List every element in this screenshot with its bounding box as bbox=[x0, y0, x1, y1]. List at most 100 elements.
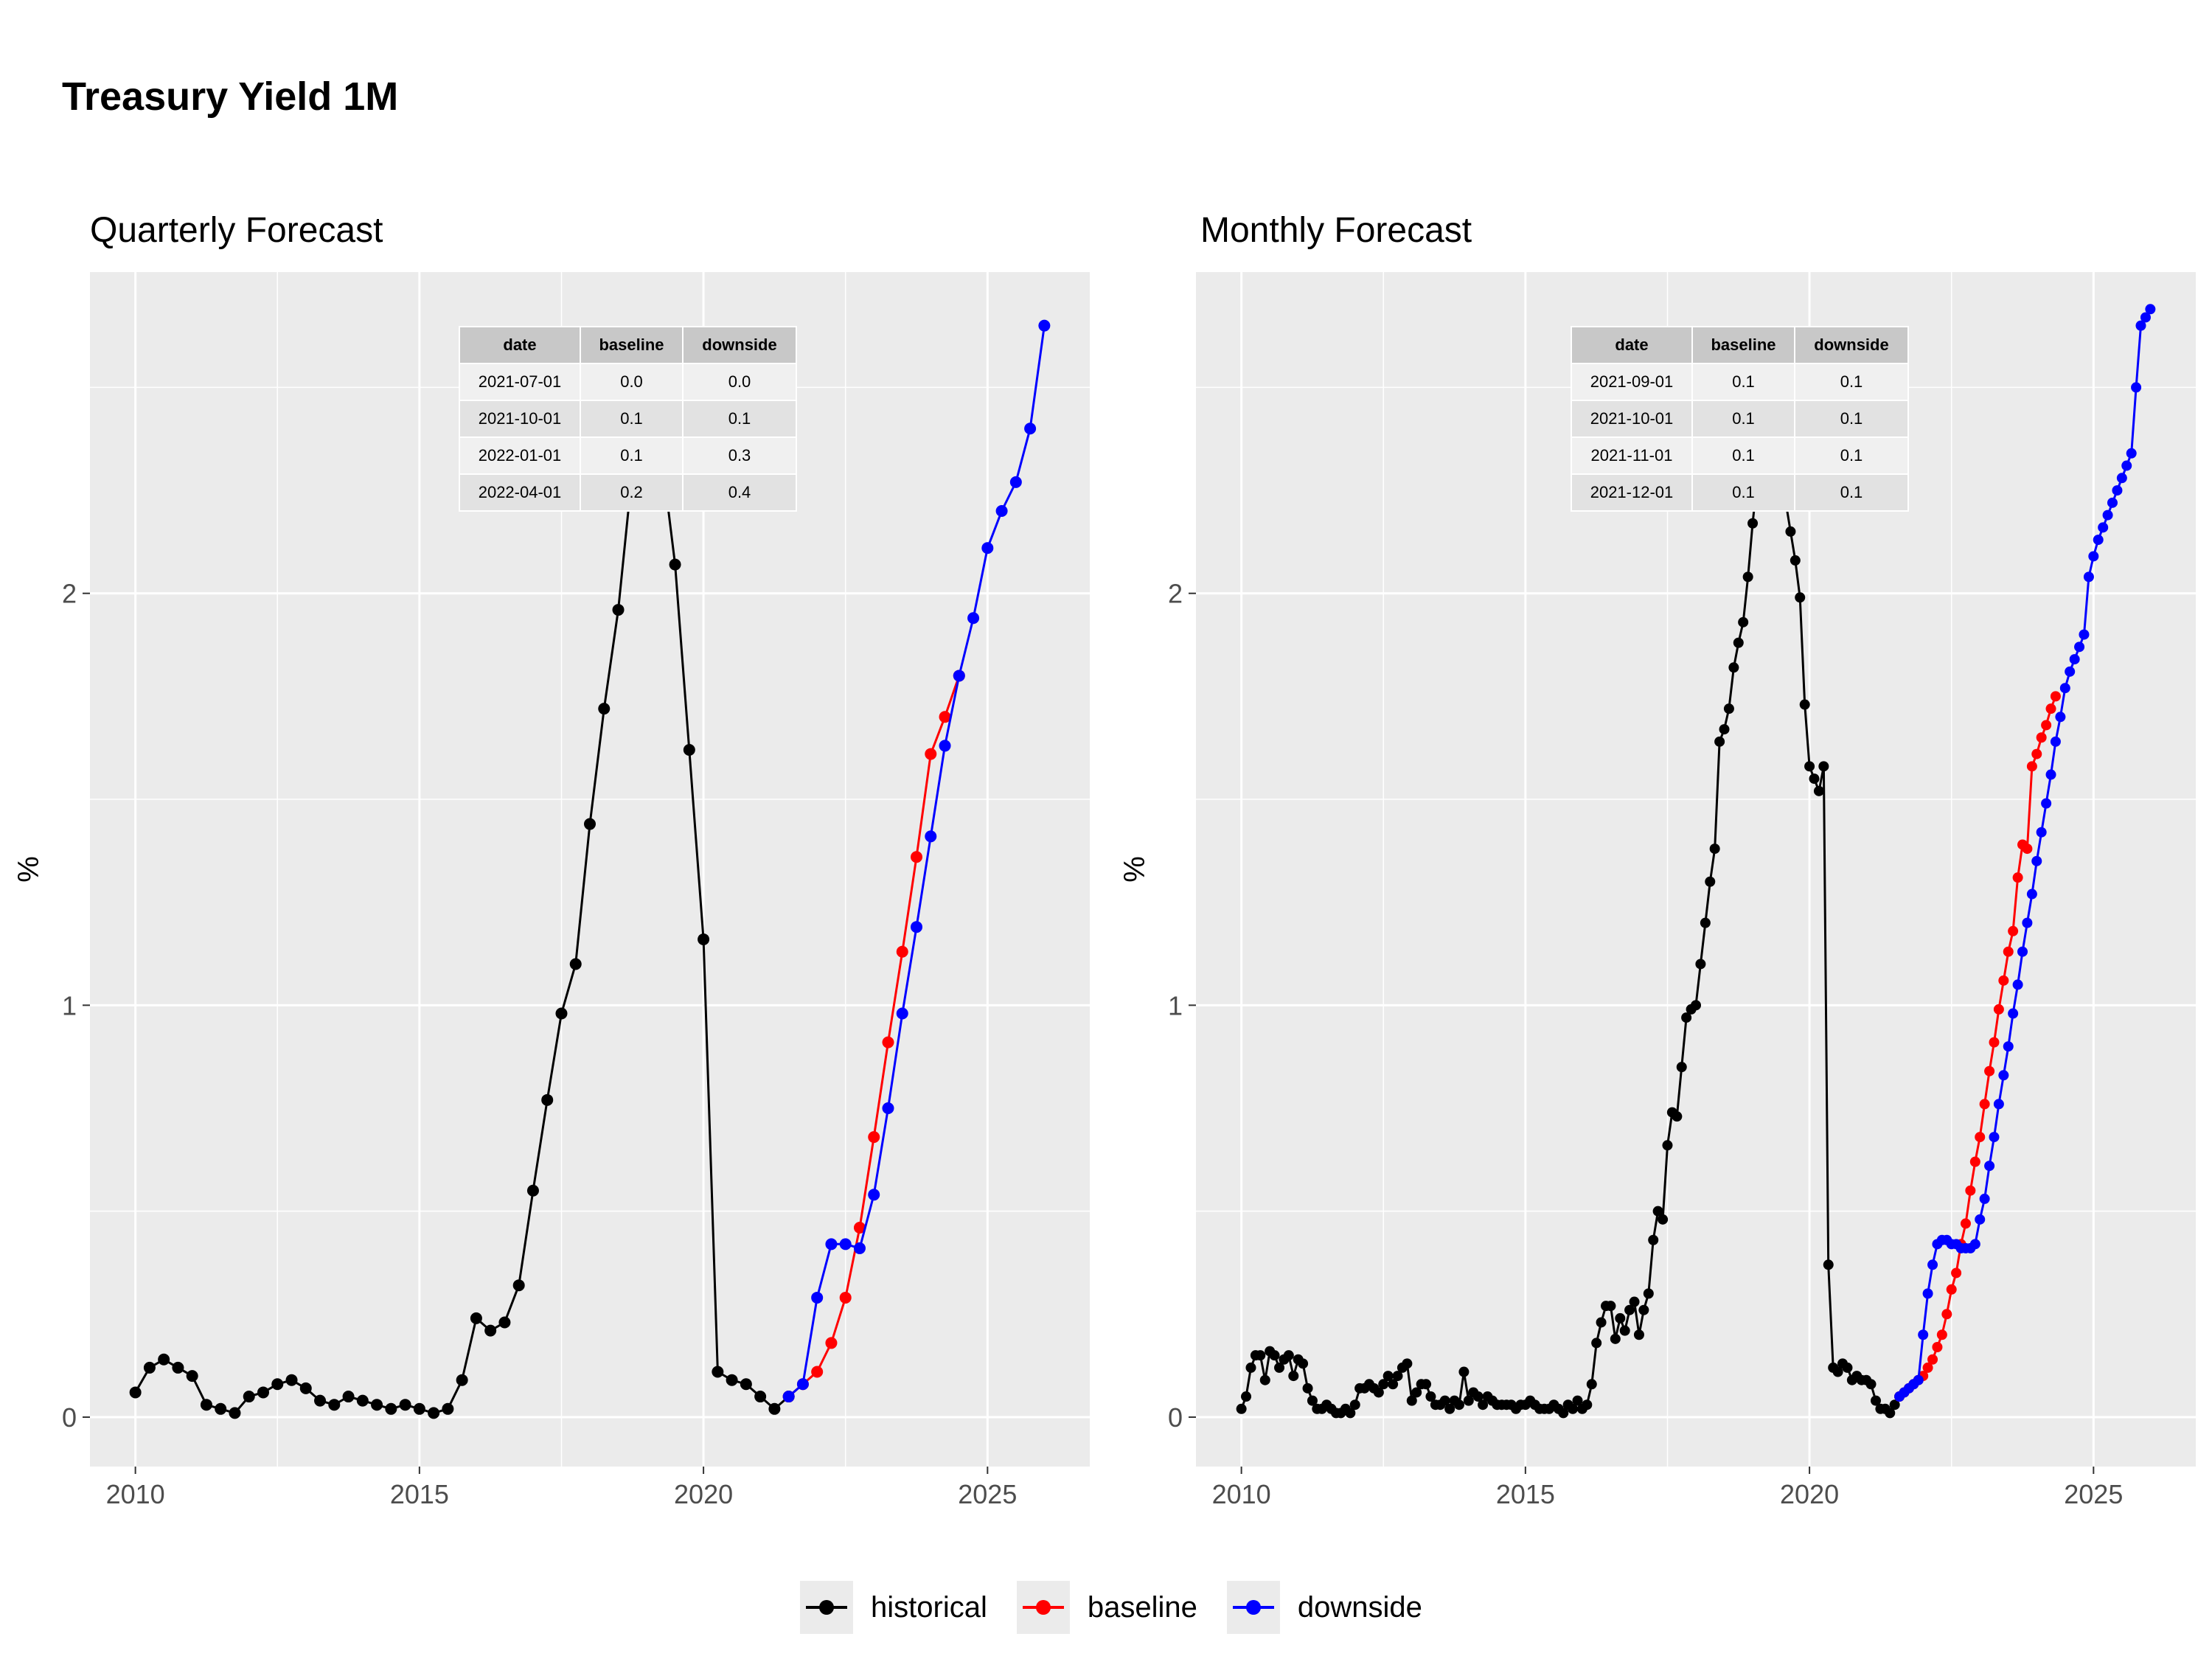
table-cell: 0.1 bbox=[1691, 437, 1795, 475]
data-point-baseline bbox=[1993, 1004, 2004, 1015]
data-point-downside bbox=[1038, 319, 1051, 332]
data-point-downside bbox=[2026, 888, 2037, 900]
data-point-historical bbox=[1747, 518, 1759, 529]
data-point-baseline bbox=[1960, 1218, 1971, 1229]
table-cell: 0.1 bbox=[1794, 437, 1909, 475]
data-point-historical bbox=[512, 1279, 525, 1292]
data-point-historical bbox=[1714, 736, 1725, 747]
table-cell: 2021-07-01 bbox=[459, 363, 581, 401]
data-point-historical bbox=[1809, 773, 1820, 785]
data-point-historical bbox=[1378, 1379, 1389, 1390]
x-tick-label: 2010 bbox=[1212, 1479, 1271, 1509]
table-cell: 2022-01-01 bbox=[459, 437, 581, 475]
data-point-historical bbox=[484, 1324, 497, 1337]
data-point-historical bbox=[1373, 1387, 1384, 1398]
data-point-downside bbox=[2145, 304, 2156, 315]
data-point-baseline bbox=[2022, 844, 2033, 855]
data-point-historical bbox=[470, 1312, 482, 1324]
legend-label: baseline bbox=[1087, 1590, 1197, 1624]
data-point-baseline bbox=[1951, 1267, 1962, 1279]
data-point-historical bbox=[428, 1407, 440, 1419]
data-point-historical bbox=[1624, 1304, 1635, 1315]
table-row: 2021-10-01 0.1 0.1 bbox=[459, 400, 797, 438]
data-point-historical bbox=[299, 1382, 312, 1394]
legend-item-baseline: baseline bbox=[1016, 1581, 1197, 1634]
data-point-historical bbox=[143, 1361, 156, 1374]
data-point-downside bbox=[882, 1102, 894, 1114]
data-point-downside bbox=[1975, 1214, 1986, 1225]
data-point-baseline bbox=[2008, 925, 2019, 936]
data-point-baseline bbox=[1989, 1037, 2000, 1048]
data-point-historical bbox=[271, 1378, 284, 1391]
data-point-historical bbox=[1700, 917, 1711, 928]
data-point-downside bbox=[967, 612, 980, 625]
data-point-historical bbox=[1241, 1391, 1252, 1402]
y-tick-label: 2 bbox=[1168, 579, 1183, 609]
table-row: 2022-04-01 0.2 0.4 bbox=[459, 473, 797, 512]
data-point-baseline bbox=[2045, 703, 2056, 714]
data-point-baseline bbox=[911, 851, 923, 863]
data-point-historical bbox=[1568, 1403, 1579, 1414]
data-point-downside bbox=[1993, 1099, 2004, 1110]
data-point-historical bbox=[1406, 1395, 1417, 1406]
data-point-historical bbox=[257, 1386, 269, 1399]
data-point-baseline bbox=[1922, 1362, 1933, 1373]
data-point-downside bbox=[2045, 769, 2056, 780]
data-point-historical bbox=[598, 703, 611, 715]
data-point-downside bbox=[1998, 1070, 2009, 1081]
data-point-downside bbox=[1984, 1161, 1995, 1172]
data-point-historical bbox=[1388, 1379, 1399, 1390]
data-point-historical bbox=[1259, 1374, 1270, 1385]
table-cell: 0.1 bbox=[1794, 473, 1909, 512]
data-point-historical bbox=[1236, 1403, 1247, 1414]
data-point-baseline bbox=[1941, 1309, 1952, 1320]
data-point-historical bbox=[1658, 1214, 1669, 1225]
data-point-baseline bbox=[853, 1222, 866, 1234]
data-point-baseline bbox=[1932, 1342, 1943, 1352]
table-cell: 0.1 bbox=[682, 400, 797, 438]
data-point-historical bbox=[1648, 1234, 1659, 1245]
data-point-historical bbox=[683, 744, 695, 756]
table-cell: 2021-11-01 bbox=[1571, 437, 1693, 475]
data-point-baseline bbox=[939, 711, 951, 723]
table-row: 2022-01-01 0.1 0.3 bbox=[459, 437, 797, 475]
data-point-historical bbox=[1790, 555, 1801, 566]
data-point-historical bbox=[1619, 1325, 1630, 1336]
x-tick-label: 2010 bbox=[106, 1479, 165, 1509]
table-cell: 0.1 bbox=[1794, 400, 1909, 438]
table-row: 2021-11-01 0.1 0.1 bbox=[1571, 437, 1909, 475]
data-point-historical bbox=[1591, 1338, 1602, 1349]
data-point-downside bbox=[939, 740, 951, 752]
data-point-baseline bbox=[882, 1036, 894, 1048]
data-point-historical bbox=[1245, 1362, 1256, 1373]
data-point-historical bbox=[1832, 1366, 1843, 1377]
y-tick-label: 0 bbox=[1168, 1402, 1183, 1433]
table-cell: 0.1 bbox=[1794, 363, 1909, 401]
data-point-historical bbox=[328, 1399, 341, 1411]
data-point-historical bbox=[1889, 1399, 1900, 1411]
data-point-historical bbox=[371, 1399, 383, 1411]
data-point-downside bbox=[911, 921, 923, 933]
data-point-historical bbox=[612, 604, 625, 616]
data-point-historical bbox=[1283, 1350, 1294, 1361]
data-point-historical bbox=[158, 1353, 170, 1366]
data-point-historical bbox=[712, 1366, 724, 1378]
data-point-historical bbox=[342, 1391, 355, 1403]
data-point-historical bbox=[1558, 1408, 1569, 1419]
data-point-baseline bbox=[825, 1337, 838, 1349]
data-point-historical bbox=[526, 1184, 539, 1197]
data-point-historical bbox=[1453, 1399, 1464, 1411]
data-point-historical bbox=[1691, 1000, 1701, 1011]
data-point-baseline bbox=[925, 748, 937, 760]
data-point-historical bbox=[1458, 1366, 1470, 1377]
legend-key-downside bbox=[1226, 1581, 1280, 1634]
table-row: 2021-10-01 0.1 0.1 bbox=[1571, 400, 1909, 438]
data-point-downside bbox=[1979, 1193, 1990, 1204]
data-point-historical bbox=[243, 1391, 255, 1403]
data-point-historical bbox=[1411, 1387, 1422, 1398]
data-point-baseline bbox=[868, 1131, 880, 1144]
legend-item-downside: downside bbox=[1226, 1581, 1422, 1634]
data-point-historical bbox=[1662, 1140, 1673, 1151]
table-header: date bbox=[459, 326, 581, 364]
data-point-historical bbox=[754, 1391, 767, 1403]
